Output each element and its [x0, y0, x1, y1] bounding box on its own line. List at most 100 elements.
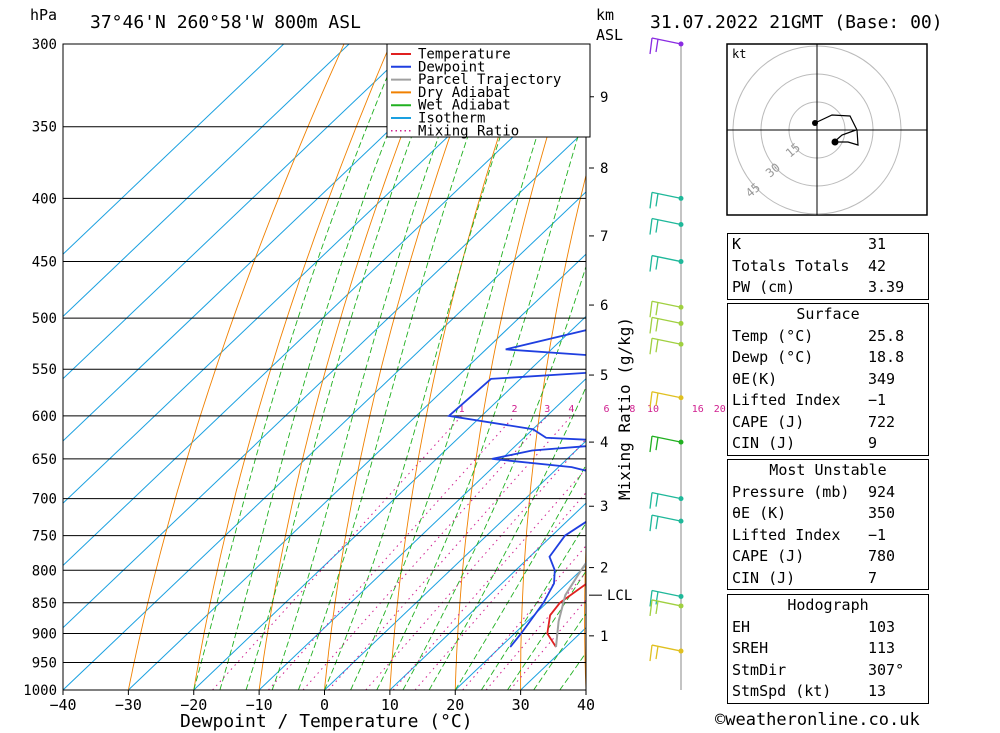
copyright[interactable]: ©weatheronline.co.uk	[715, 710, 920, 730]
wind-barb-flag	[655, 645, 659, 660]
parcel-trajectory-line	[555, 561, 586, 648]
theta-value: 349	[868, 369, 896, 388]
wind-barb-flag	[649, 436, 653, 453]
wind-barb-flag	[649, 37, 653, 55]
tt-value: 42	[868, 256, 887, 275]
mu-cape-label: CAPE (J)	[732, 547, 805, 565]
temp-label: Temp (°C)	[732, 326, 814, 345]
wind-barb-shaft	[651, 337, 682, 345]
wind-barb-flag	[649, 590, 653, 607]
wet-adiabat	[297, 44, 502, 690]
km-tick-label: 8	[600, 161, 608, 177]
wind-barb-shaft	[651, 254, 682, 263]
pw-value: 3.39	[868, 278, 905, 296]
mixing-ratio-line	[392, 468, 586, 690]
wind-barb-dot	[678, 222, 684, 228]
legend-label: Isotherm	[418, 111, 485, 127]
wind-barb-flag	[655, 302, 659, 316]
wet-adiabat	[350, 44, 568, 690]
x-tick-label: 30	[512, 696, 530, 714]
wind-barb-shaft	[651, 435, 682, 443]
wind-barb-shaft	[651, 491, 682, 500]
km-tick-label: 7	[600, 229, 608, 245]
x-tick-label: 10	[381, 696, 399, 714]
legend-label: Mixing Ratio	[418, 123, 519, 139]
wind-barb-dot	[678, 259, 684, 265]
wind-barb-flag	[655, 339, 659, 353]
pressure-label: 450	[32, 255, 57, 271]
wet-adiabat	[324, 44, 533, 690]
pressure-label: 350	[32, 120, 57, 136]
mixing-ratio-label: 2	[512, 404, 518, 415]
wind-barb-flag	[649, 644, 653, 662]
isotherm	[63, 44, 546, 504]
mixing-ratio-line	[365, 438, 586, 690]
pw-label: PW (cm)	[732, 278, 796, 296]
mixing-ratio-label: 16	[692, 404, 704, 415]
wind-barb-flag	[655, 193, 659, 207]
surface-title: Surface	[796, 305, 860, 323]
mixing-ratio-line	[268, 415, 515, 690]
wind-barb-shaft	[651, 644, 682, 652]
right-axis-label: Mixing Ratio (g/kg)	[615, 317, 634, 500]
mu-cin-label: CIN (J)	[732, 568, 796, 587]
mixing-ratio-label: 6	[604, 404, 610, 415]
wind-barb-flag	[655, 38, 659, 53]
km-tick-label: 1	[600, 629, 608, 645]
isotherm	[63, 44, 285, 255]
wind-barb-flag	[655, 318, 659, 332]
tt-label: Totals Totals	[732, 256, 850, 275]
stmdir-value: 307°	[868, 660, 905, 679]
mu-theta-label: θE (K)	[732, 504, 787, 522]
isotherm	[63, 44, 350, 318]
legend-label: Wet Adiabat	[418, 98, 511, 114]
mu-theta-value: 350	[868, 504, 896, 522]
dry-adiabat	[930, 44, 978, 690]
pressure-label: 600	[32, 409, 57, 425]
dry-adiabat	[258, 44, 438, 690]
isotherm	[63, 191, 586, 690]
temp-value: 25.8	[868, 326, 905, 345]
hodo-start-marker	[812, 120, 818, 126]
wind-barb-flag	[655, 256, 659, 270]
hodograph: kt 15 30 45	[726, 43, 928, 216]
pressure-label: 400	[32, 191, 57, 207]
wind-barb-flag	[655, 436, 659, 451]
unit-left: hPa	[30, 6, 57, 24]
unit-right-bottom: ASL	[596, 26, 623, 44]
theta-label: θE(K)	[732, 369, 778, 388]
mixing-ratio-label: 10	[647, 404, 659, 415]
cin-label: CIN (J)	[732, 434, 796, 452]
mixing-ratio-label: 8	[629, 404, 635, 415]
mixing-ratio-label: 3	[544, 404, 550, 415]
pressure-label: 300	[32, 37, 57, 53]
k-value: 31	[868, 235, 887, 253]
hodo-unit: kt	[732, 47, 746, 61]
hodograph-table: Hodograph EH 103 SREH 113 StmDir 307° StmSp…	[727, 594, 929, 704]
x-tick-label: −10	[246, 696, 273, 714]
isotherm	[128, 253, 586, 690]
wind-barb-flag	[649, 317, 653, 334]
legend-label: Dry Adiabat	[418, 85, 511, 101]
wind-barb-flag	[649, 301, 653, 318]
km-tick-label: 5	[600, 368, 608, 384]
wind-barb-flag	[649, 255, 653, 272]
wind-barb-shaft	[651, 514, 682, 522]
pressure-tick-labels: 300 350 400 450 500 550 600 650 700 750 800 850 900 9…	[23, 37, 57, 699]
pressure-label: 1000	[23, 683, 57, 699]
eh-value: 103	[868, 617, 896, 636]
mu-pressure-label: Pressure (mb)	[732, 482, 850, 501]
most-unstable-table: Most Unstable Pressure (mb) 924 θE (K) 350…	[727, 459, 929, 590]
x-tick-label: 0	[320, 696, 329, 714]
mu-li-value: −1	[868, 525, 887, 544]
k-label: K	[732, 235, 742, 253]
stmspd-value: 13	[868, 682, 887, 700]
pressure-label: 550	[32, 362, 57, 378]
sreh-value: 113	[868, 639, 896, 657]
pressure-label: 700	[32, 492, 57, 508]
surface-table: Surface Temp (°C) 25.8 Dewp (°C) 18.8 θE(K…	[727, 303, 929, 456]
cape-value: 722	[868, 412, 896, 431]
isotherm	[63, 44, 481, 442]
km-tick-label: 3	[600, 499, 608, 515]
